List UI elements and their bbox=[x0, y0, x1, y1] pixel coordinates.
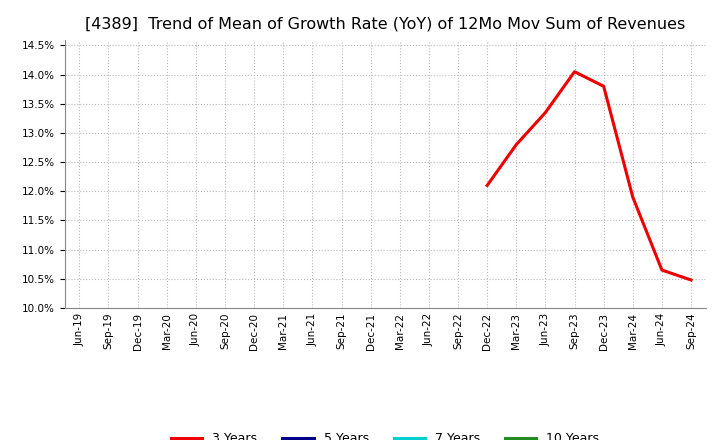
3 Years bbox=[512, 142, 521, 147]
3 Years bbox=[483, 183, 492, 188]
Legend: 3 Years, 5 Years, 7 Years, 10 Years: 3 Years, 5 Years, 7 Years, 10 Years bbox=[166, 427, 604, 440]
3 Years bbox=[570, 69, 579, 74]
3 Years bbox=[541, 110, 550, 115]
Title: [4389]  Trend of Mean of Growth Rate (YoY) of 12Mo Mov Sum of Revenues: [4389] Trend of Mean of Growth Rate (YoY… bbox=[85, 16, 685, 32]
3 Years bbox=[657, 268, 666, 273]
Line: 3 Years: 3 Years bbox=[487, 72, 691, 280]
3 Years bbox=[629, 194, 637, 200]
3 Years bbox=[687, 277, 696, 282]
3 Years bbox=[599, 84, 608, 89]
